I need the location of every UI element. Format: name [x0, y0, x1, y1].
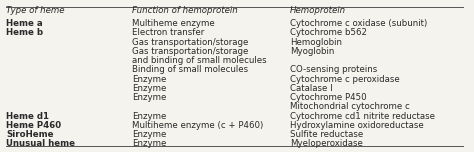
Text: Cytochrome c peroxidase: Cytochrome c peroxidase — [290, 75, 400, 84]
Text: Function of hemoprotein: Function of hemoprotein — [132, 6, 237, 15]
Text: Type of heme: Type of heme — [6, 6, 64, 15]
Text: Heme P460: Heme P460 — [6, 121, 61, 130]
Text: Heme d1: Heme d1 — [6, 112, 49, 121]
Text: Cytochrome c oxidase (subunit): Cytochrome c oxidase (subunit) — [290, 19, 428, 28]
Text: Multiheme enzyme: Multiheme enzyme — [132, 19, 215, 28]
Text: Unusual heme: Unusual heme — [6, 139, 75, 148]
Text: Mitochondrial cytochrome c: Mitochondrial cytochrome c — [290, 102, 410, 111]
Text: Binding of small molecules: Binding of small molecules — [132, 65, 248, 74]
Text: Enzyme: Enzyme — [132, 84, 166, 93]
Text: Hemoglobin: Hemoglobin — [290, 38, 342, 47]
Text: Enzyme: Enzyme — [132, 93, 166, 102]
Text: Enzyme: Enzyme — [132, 130, 166, 139]
Text: Electron transfer: Electron transfer — [132, 28, 204, 38]
Text: Multiheme enzyme (c + P460): Multiheme enzyme (c + P460) — [132, 121, 263, 130]
Text: Heme a: Heme a — [6, 19, 43, 28]
Text: Heme b: Heme b — [6, 28, 43, 38]
Text: CO-sensing proteins: CO-sensing proteins — [290, 65, 377, 74]
Text: SiroHeme: SiroHeme — [6, 130, 54, 139]
Text: Hydroxylamine oxidoreductase: Hydroxylamine oxidoreductase — [290, 121, 424, 130]
Text: Hemoprotein: Hemoprotein — [290, 6, 346, 15]
Text: Cytochrome b562: Cytochrome b562 — [290, 28, 367, 38]
Text: Myoglobin: Myoglobin — [290, 47, 335, 56]
Text: Cytochrome P450: Cytochrome P450 — [290, 93, 367, 102]
Text: Gas transportation/storage: Gas transportation/storage — [132, 47, 248, 56]
Text: Gas transportation/storage: Gas transportation/storage — [132, 38, 248, 47]
Text: Catalase I: Catalase I — [290, 84, 333, 93]
Text: Enzyme: Enzyme — [132, 112, 166, 121]
Text: and binding of small molecules: and binding of small molecules — [132, 56, 266, 65]
Text: Myeloperoxidase: Myeloperoxidase — [290, 139, 363, 148]
Text: Sulfite reductase: Sulfite reductase — [290, 130, 364, 139]
Text: Enzyme: Enzyme — [132, 75, 166, 84]
Text: Cytochrome cd1 nitrite reductase: Cytochrome cd1 nitrite reductase — [290, 112, 435, 121]
Text: Enzyme: Enzyme — [132, 139, 166, 148]
